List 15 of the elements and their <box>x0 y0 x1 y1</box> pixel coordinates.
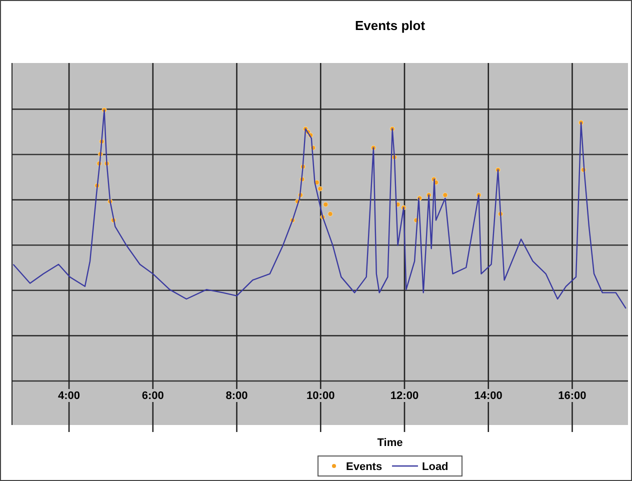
x-tick-label: 4:00 <box>58 390 80 402</box>
point <box>328 211 333 216</box>
x-tick-label: 14:00 <box>474 390 502 402</box>
x-tick-label: 16:00 <box>558 390 586 402</box>
x-tick-label: 10:00 <box>306 390 335 402</box>
x-tick-label: 6:00 <box>142 390 164 402</box>
point <box>323 202 328 208</box>
chart-title: Events plot <box>354 18 426 33</box>
x-axis-title: Time <box>377 437 403 449</box>
legend-label: Load <box>422 461 448 473</box>
x-tick-label: 8:00 <box>226 390 248 402</box>
x-tick-label: 12:00 <box>390 390 419 402</box>
point <box>318 186 323 192</box>
legend-label: Events <box>346 461 382 473</box>
point <box>442 192 448 198</box>
